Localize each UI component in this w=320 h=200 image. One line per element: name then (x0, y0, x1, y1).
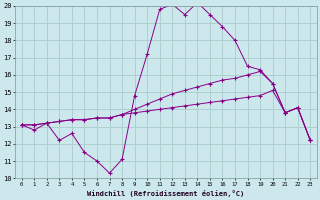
X-axis label: Windchill (Refroidissement éolien,°C): Windchill (Refroidissement éolien,°C) (87, 190, 244, 197)
